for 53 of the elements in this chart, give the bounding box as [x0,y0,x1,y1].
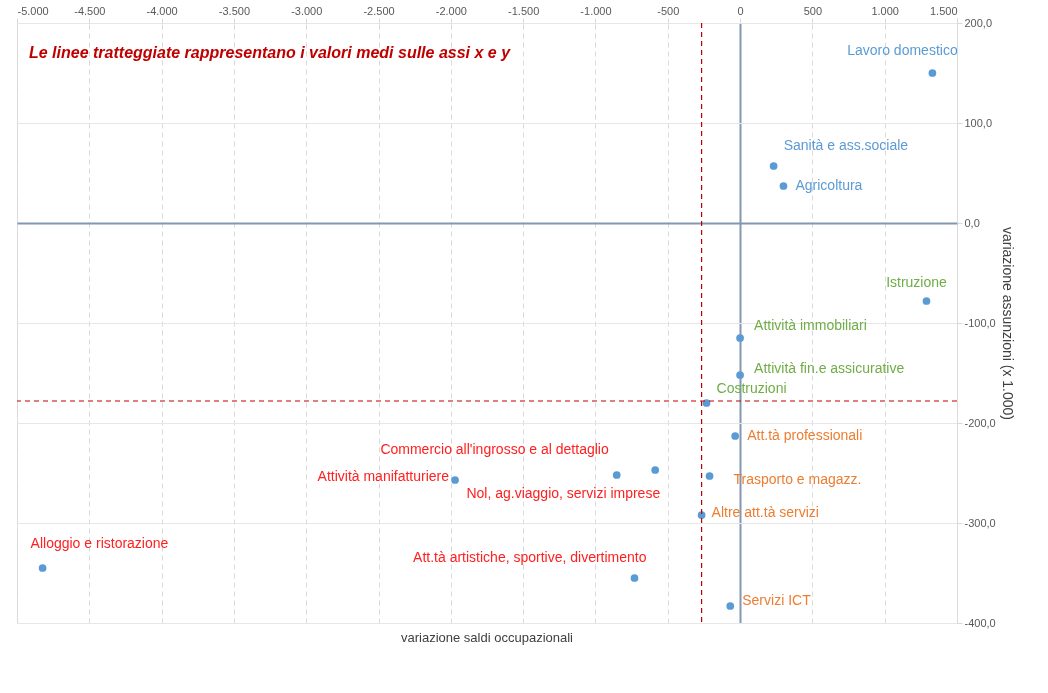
x-tick-label: -4.500 [74,4,106,17]
point [451,476,459,484]
data-label: Agricoltura [795,177,863,193]
annotation: Le linee tratteggiate rappresentano i valori medi sulle assi x e y [29,44,512,61]
data-label: Attività manifatturiere [317,468,450,484]
data-label: Nol, ag.viaggio, servizi imprese [466,485,661,501]
y-tick-label: -400,0 [964,616,996,629]
x-tick-label: -3.500 [218,4,251,17]
data-label: Sanità e ass.sociale [783,137,909,153]
y-tick-label: -200,0 [964,416,996,429]
data-label: Istruzione [886,274,948,290]
x-tick-label: -1.500 [508,4,540,17]
y-tick-label: 100,0 [964,116,993,129]
point [928,69,937,77]
x-tick-label: 0 [737,4,744,17]
x-tick-label: -500 [657,4,680,17]
data-label: Att.tà artistiche, sportive, divertimento [413,549,647,565]
point [731,432,740,440]
y-tick-label: 0,0 [964,216,980,229]
data-label: Servizi ICT [742,592,812,608]
y-tick-label: -300,0 [964,516,996,529]
point [612,471,621,479]
point [38,564,47,572]
point [736,334,744,342]
point [779,182,788,190]
data-label: Alloggio e ristorazione [30,535,169,551]
x-tick-label: 1.000 [871,4,899,17]
y-axis-title: variazione assunzioni (x 1.000) [999,227,1016,420]
x-tick-label: -2.000 [435,4,467,17]
x-tick-label: 1.500 [929,4,958,17]
y-tick-label: -100,0 [964,316,996,329]
data-label: Attività fin.e assicurative [754,360,905,376]
data-label: Altre att.tà servizi [711,504,819,520]
point [651,466,660,474]
x-tick-label: -2.500 [363,4,395,17]
data-label: Att.tà professionali [747,427,863,443]
point [736,371,744,379]
point [922,297,931,305]
x-tick-label: -4.000 [146,4,178,17]
point [705,472,714,480]
point [769,162,778,170]
x-tick-label: -3.000 [291,4,323,17]
point [630,574,639,582]
x-tick-label: -1.000 [580,4,612,17]
point [697,511,706,519]
x-tick-label: -5.000 [17,4,49,17]
data-label: Lavoro domestico [847,42,958,58]
y-tick-label: 200,0 [964,16,993,29]
point [726,602,735,610]
x-tick-label: 500 [803,4,823,17]
x-axis-title: variazione saldi occupazionali [401,630,574,645]
data-label: Commercio all'ingrosso e al dettaglio [380,441,609,457]
data-label: Attività immobiliari [754,317,867,333]
